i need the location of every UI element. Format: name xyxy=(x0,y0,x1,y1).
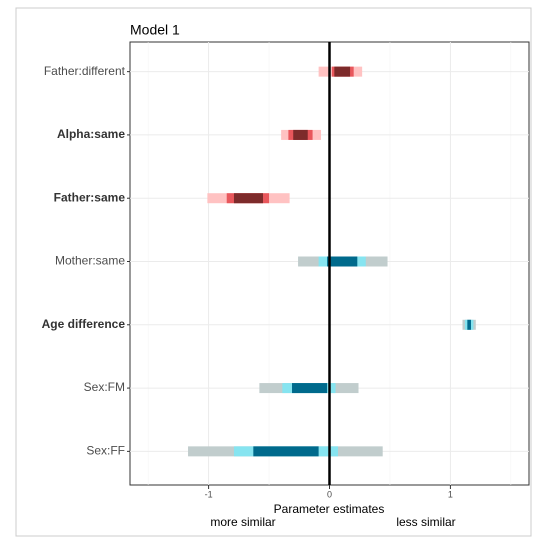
x-tick-label: 1 xyxy=(448,489,453,499)
right-note: less similar xyxy=(396,515,455,529)
y-tick-label: Age difference xyxy=(42,317,126,331)
interval-bar xyxy=(253,446,319,457)
x-tick-label: -1 xyxy=(205,489,213,499)
y-tick-label: Sex:FF xyxy=(86,444,125,458)
y-tick-label: Mother:same xyxy=(55,254,125,268)
left-note: more similar xyxy=(210,515,275,529)
interval-bar xyxy=(293,129,308,140)
interval-bar xyxy=(334,66,351,77)
chart-title: Model 1 xyxy=(130,22,180,38)
y-tick-label: Alpha:same xyxy=(57,127,125,141)
x-axis-label: Parameter estimates xyxy=(274,502,385,516)
interval-bar xyxy=(233,193,263,204)
interval-bar xyxy=(467,319,471,330)
x-tick-label: 0 xyxy=(327,489,332,499)
interval-bar xyxy=(327,256,358,267)
y-tick-label: Father:same xyxy=(54,190,126,204)
interval-bar xyxy=(292,383,328,394)
y-tick-label: Father:different xyxy=(44,64,126,78)
y-tick-label: Sex:FM xyxy=(84,380,125,394)
